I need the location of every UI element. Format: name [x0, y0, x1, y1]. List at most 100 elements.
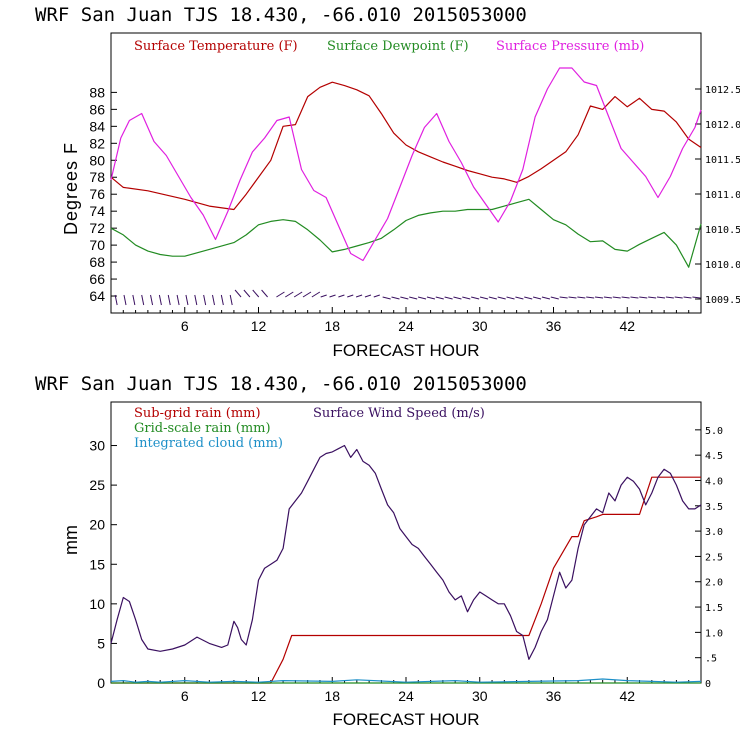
y-tick-label: 64: [89, 288, 105, 304]
y2-tick-label: 1.5: [705, 603, 723, 614]
wind-barb: [132, 294, 136, 306]
wind-barb: [488, 296, 497, 300]
wind-barb: [355, 294, 363, 298]
x-tick-label: 30: [472, 688, 488, 704]
series-surface-pressure-mb: [110, 67, 702, 262]
y2-tick-label: 3.5: [705, 502, 723, 513]
x-tick-label: 18: [324, 318, 340, 334]
wind-barb: [276, 291, 285, 298]
y2-tick-label: 5.0: [705, 426, 723, 437]
wind-barb: [479, 296, 489, 300]
x-tick-label: 24: [398, 318, 414, 334]
wind-barb: [212, 294, 215, 306]
y-tick-label: 76: [89, 186, 105, 202]
wind-barb: [364, 294, 372, 298]
wind-barb: [550, 296, 559, 300]
wind-barb: [417, 296, 427, 300]
wind-barb: [524, 296, 533, 300]
series-surface-temperature-f: [110, 81, 702, 211]
wind-barb: [568, 296, 577, 299]
y-tick-label: 15: [89, 556, 105, 572]
panel2-x-label: FORECAST HOUR: [332, 710, 479, 729]
panel2-y-ticks: 0 5 10 15 20 25 30: [89, 438, 117, 691]
y-tick-label: 66: [89, 271, 105, 287]
wind-barb: [220, 294, 224, 306]
panel1-plot-frame: [110, 32, 702, 314]
panel2-series: [110, 444, 702, 684]
panel1-legend-pressure: Surface Pressure (mb): [496, 39, 644, 54]
wind-barb: [665, 296, 674, 299]
y-tick-label: 25: [89, 477, 105, 493]
series-sub-grid-rain-mm: [111, 476, 701, 684]
panel2-y2-ticks: 0 .5 1.0 1.5 2.0 2.5 3.0 3.5 4.0 4.5 5.0: [695, 426, 723, 690]
y-tick-label: 88: [89, 84, 105, 100]
x-tick-label: 24: [398, 688, 414, 704]
wind-barb: [577, 296, 586, 299]
wind-barb: [426, 296, 436, 300]
panel1-legend-dewpoint: Surface Dewpoint (F): [327, 39, 469, 54]
y2-tick-label: 1010.5: [705, 225, 740, 236]
wind-barb: [338, 294, 345, 298]
y2-tick-label: 1012.0: [705, 120, 740, 131]
y2-tick-label: 1010.0: [705, 260, 740, 271]
x-tick-label: 6: [181, 318, 189, 334]
y2-tick-label: 1012.5: [705, 85, 740, 96]
wind-barb: [532, 296, 542, 300]
wind-barb: [506, 296, 515, 300]
wind-barb: [167, 294, 171, 306]
y-tick-label: 30: [89, 438, 105, 454]
y-tick-label: 10: [89, 596, 105, 612]
panel2-legend-subgrid-rain: Sub-grid rain (mm): [134, 406, 261, 421]
wind-barb: [594, 296, 604, 299]
y2-tick-label: 1011.5: [705, 155, 740, 166]
wind-barb: [293, 291, 303, 298]
y-tick-label: 82: [89, 135, 105, 151]
wind-barb: [229, 294, 233, 306]
wind-barb: [114, 294, 118, 306]
wind-barb: [435, 296, 444, 300]
y-tick-label: 84: [89, 118, 105, 134]
wind-barb: [185, 294, 189, 306]
panel2-legend-integrated-cloud: Integrated cloud (mm): [134, 436, 283, 451]
wind-barb: [203, 294, 207, 306]
wind-barb: [234, 289, 242, 298]
wind-barbs: [114, 289, 701, 306]
wind-barb: [261, 289, 268, 298]
wind-barb: [559, 296, 568, 299]
wind-barb: [692, 296, 701, 299]
y-tick-label: 80: [89, 152, 105, 168]
series-integrated-cloud-mm: [110, 678, 702, 683]
wind-barb: [285, 291, 294, 298]
wind-barb: [497, 296, 506, 300]
x-tick-label: 30: [472, 318, 488, 334]
panel2-x-ticks: 6 12 18 24 30 36 42: [122, 677, 690, 704]
wind-barb: [382, 296, 391, 300]
panel2-y-label: mm: [61, 525, 81, 555]
panel2-title: WRF San Juan TJS 18.430, -66.010 2015053…: [35, 373, 527, 395]
wind-barb: [453, 296, 462, 300]
wind-barb: [320, 294, 327, 298]
x-tick-label: 42: [619, 688, 635, 704]
wind-barb: [444, 296, 453, 300]
y-tick-label: 78: [89, 169, 105, 185]
y-tick-label: 70: [89, 237, 105, 253]
y2-tick-label: 3.0: [705, 527, 723, 538]
panel1-legend-temperature: Surface Temperature (F): [134, 39, 298, 54]
wind-barb: [648, 296, 657, 299]
panel1-y-label: Degrees F: [61, 142, 81, 235]
wind-barb: [683, 296, 692, 299]
y-tick-label: 68: [89, 254, 105, 270]
panel1-series: [110, 67, 702, 268]
wind-barb: [243, 289, 251, 298]
temperature-dewpoint-pressure-panel: WRF San Juan TJS 18.430, -66.010 2015053…: [35, 4, 740, 360]
wind-barb: [373, 294, 380, 298]
y2-tick-label: 2.0: [705, 578, 723, 589]
wind-barb: [586, 296, 595, 299]
wind-barb: [150, 294, 154, 306]
series-surface-wind-speed-m-s: [110, 444, 702, 660]
wind-barb: [409, 296, 418, 300]
rain-wind-panel: WRF San Juan TJS 18.430, -66.010 2015053…: [35, 373, 723, 729]
wind-barb: [639, 296, 648, 299]
wind-barb: [400, 296, 409, 300]
